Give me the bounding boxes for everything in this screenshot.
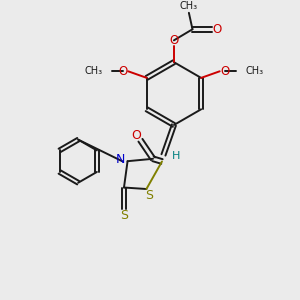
Text: O: O [118,65,128,78]
Text: N: N [116,153,125,166]
Text: H: H [172,152,180,161]
Text: O: O [220,65,230,78]
Text: O: O [169,34,178,47]
Text: O: O [131,129,141,142]
Text: CH₃: CH₃ [180,1,198,11]
Text: CH₃: CH₃ [84,66,102,76]
Text: CH₃: CH₃ [245,66,263,76]
Text: S: S [145,189,153,202]
Text: O: O [213,23,222,36]
Text: S: S [120,209,128,222]
